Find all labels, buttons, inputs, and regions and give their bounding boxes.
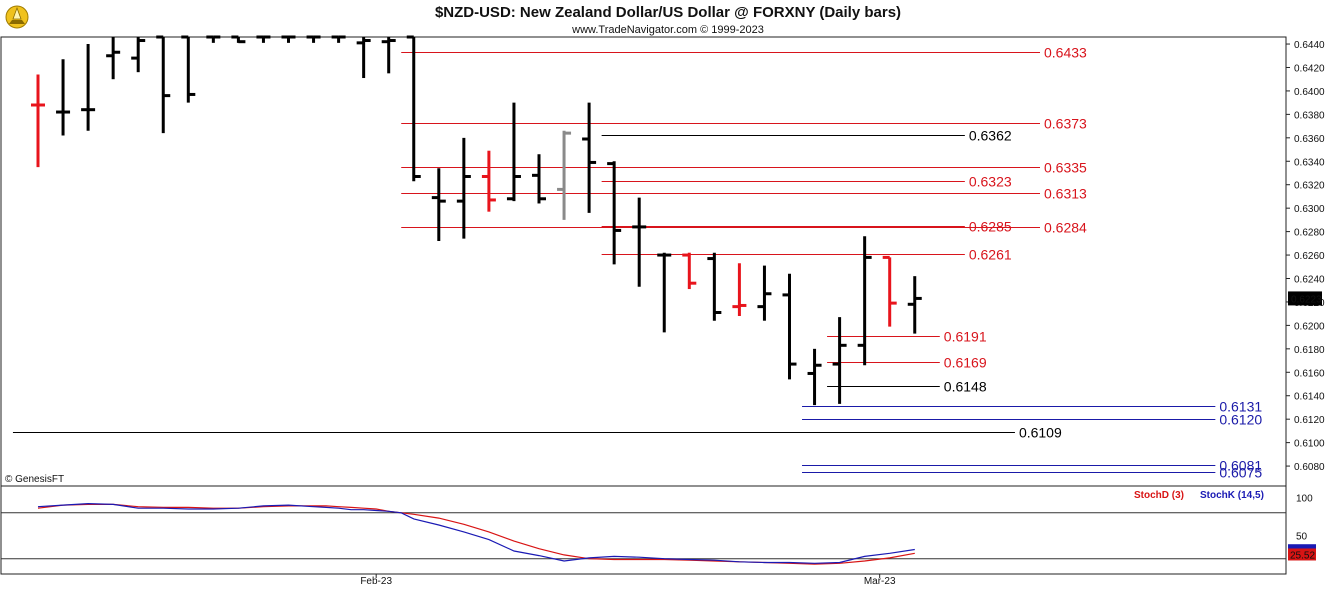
price-tick-label: 0.6180	[1294, 345, 1325, 356]
price-tick-label: 0.6400	[1294, 87, 1325, 98]
ohlc-bar	[506, 102, 521, 202]
level-label-0.6081: 0.6081	[1219, 458, 1262, 474]
legend-stoch-d: StochD (3)	[1134, 490, 1184, 501]
ohlc-bar	[206, 35, 221, 43]
price-tick-label: 0.6420	[1294, 63, 1325, 74]
ohlc-bar	[256, 35, 271, 43]
ohlc-bar	[406, 35, 421, 182]
support-resistance-levels: 0.6433 0.6373 0.6362 0.6335 0.6323 0.6313 0.62…	[12, 45, 1262, 481]
price-tick-label: 0.6440	[1294, 40, 1325, 51]
last-price-label: 0.6223	[1291, 294, 1322, 305]
price-tick-label: 0.6200	[1294, 321, 1325, 332]
chart-subtitle: www.TradeNavigator.com © 1999-2023	[571, 24, 764, 36]
price-tick-label: 0.6080	[1294, 462, 1325, 473]
ohlc-bar	[31, 74, 45, 168]
stoch-k-line	[37, 502, 915, 564]
ohlc-bar	[381, 37, 396, 74]
level-label-0.6169: 0.6169	[944, 355, 987, 371]
ohlc-bar	[807, 348, 822, 406]
ohlc-bar	[582, 102, 597, 213]
ohlc-bar	[181, 35, 196, 103]
date-tick-label: Mar-23	[864, 576, 896, 587]
level-label-0.6373: 0.6373	[1044, 116, 1087, 132]
price-tick-label: 0.6360	[1294, 134, 1325, 145]
ohlc-bar	[131, 37, 146, 73]
ohlc-bar	[707, 252, 722, 321]
ohlc-bar	[657, 252, 672, 333]
ohlc-bar	[156, 35, 171, 134]
brand-logo-icon	[5, 5, 29, 29]
ohlc-bar	[281, 35, 296, 43]
price-tick-label: 0.6380	[1294, 110, 1325, 121]
price-tick-label: 0.6100	[1294, 439, 1325, 450]
stoch-tick-label: 100	[1296, 493, 1313, 504]
level-label-0.6261: 0.6261	[969, 247, 1012, 263]
stochastic-legend: StochD (3) StochK (14,5)	[1134, 490, 1264, 501]
ohlc-bar	[306, 35, 321, 43]
ohlc-bar	[56, 59, 71, 136]
ohlc-bar	[732, 263, 747, 317]
level-label-0.6313: 0.6313	[1044, 186, 1087, 202]
ohlc-bar	[81, 44, 96, 131]
ohlc-bar	[782, 273, 797, 380]
ohlc-bar	[356, 37, 371, 79]
ohlc-bar	[532, 154, 546, 204]
price-tick-label: 0.6340	[1294, 157, 1325, 168]
level-label-0.6284: 0.6284	[1044, 220, 1087, 236]
level-label-0.6323: 0.6323	[969, 174, 1012, 190]
price-tick-label: 0.6120	[1294, 415, 1325, 426]
stoch-d-value-box	[1288, 548, 1316, 561]
price-tick-label: 0.6320	[1294, 181, 1325, 192]
level-label-0.6131: 0.6131	[1219, 399, 1262, 415]
price-tick-label: 0.6300	[1294, 204, 1325, 215]
ohlc-bar	[857, 236, 872, 366]
level-label-0.6120: 0.6120	[1219, 412, 1262, 428]
stochastic-axis-ticks: 100 50 25.52	[1288, 493, 1316, 561]
ohlc-bar	[481, 150, 496, 212]
level-label-0.6335: 0.6335	[1044, 160, 1087, 176]
last-price-marker: 0.6223	[1288, 291, 1322, 306]
ohlc-bar	[557, 130, 572, 220]
price-tick-label: 0.6140	[1294, 392, 1325, 403]
price-tick-label: 0.6280	[1294, 228, 1325, 239]
genesis-copyright: © GenesisFT	[5, 474, 64, 485]
price-axis-ticks: 0.6440 0.6420 0.6400 0.6380 0.6360 0.6340 0.63…	[1286, 40, 1325, 473]
ohlc-bar	[882, 255, 897, 327]
ohlc-bar	[607, 161, 622, 265]
ohlc-bar	[331, 35, 346, 43]
stoch-d-value: 25.52	[1290, 550, 1315, 561]
level-label-0.6075: 0.6075	[1219, 465, 1262, 481]
ohlc-bar	[832, 317, 847, 404]
ohlc-bar	[231, 35, 246, 44]
price-tick-label: 0.6260	[1294, 251, 1325, 262]
ohlc-bar	[907, 276, 922, 334]
legend-stoch-k: StochK (14,5)	[1200, 490, 1264, 501]
last-price-box	[1288, 291, 1322, 306]
stoch-tick-label: 50	[1296, 532, 1308, 543]
level-label-0.6285: 0.6285	[969, 219, 1012, 235]
ohlc-bar	[106, 37, 121, 80]
date-axis-labels: Feb-23 Mar-23	[360, 574, 896, 587]
level-label-0.6191: 0.6191	[944, 329, 987, 345]
ohlc-bar	[431, 168, 446, 241]
chart-title: $NZD-USD: New Zealand Dollar/US Dollar @…	[435, 4, 901, 21]
ohlc-bar	[682, 252, 697, 290]
price-tick-label: 0.6160	[1294, 368, 1325, 379]
level-label-0.6362: 0.6362	[969, 128, 1012, 144]
ohlc-bar	[456, 137, 471, 239]
level-label-0.6433: 0.6433	[1044, 45, 1087, 61]
date-tick-label: Feb-23	[360, 576, 392, 587]
level-label-0.6148: 0.6148	[944, 379, 987, 395]
price-tick-label: 0.6240	[1294, 274, 1325, 285]
stochastic-lines	[1, 502, 1286, 565]
ohlc-bar	[632, 197, 647, 287]
level-label-0.6109: 0.6109	[1019, 425, 1062, 441]
ohlc-bar	[757, 265, 772, 321]
price-bars	[31, 35, 922, 406]
